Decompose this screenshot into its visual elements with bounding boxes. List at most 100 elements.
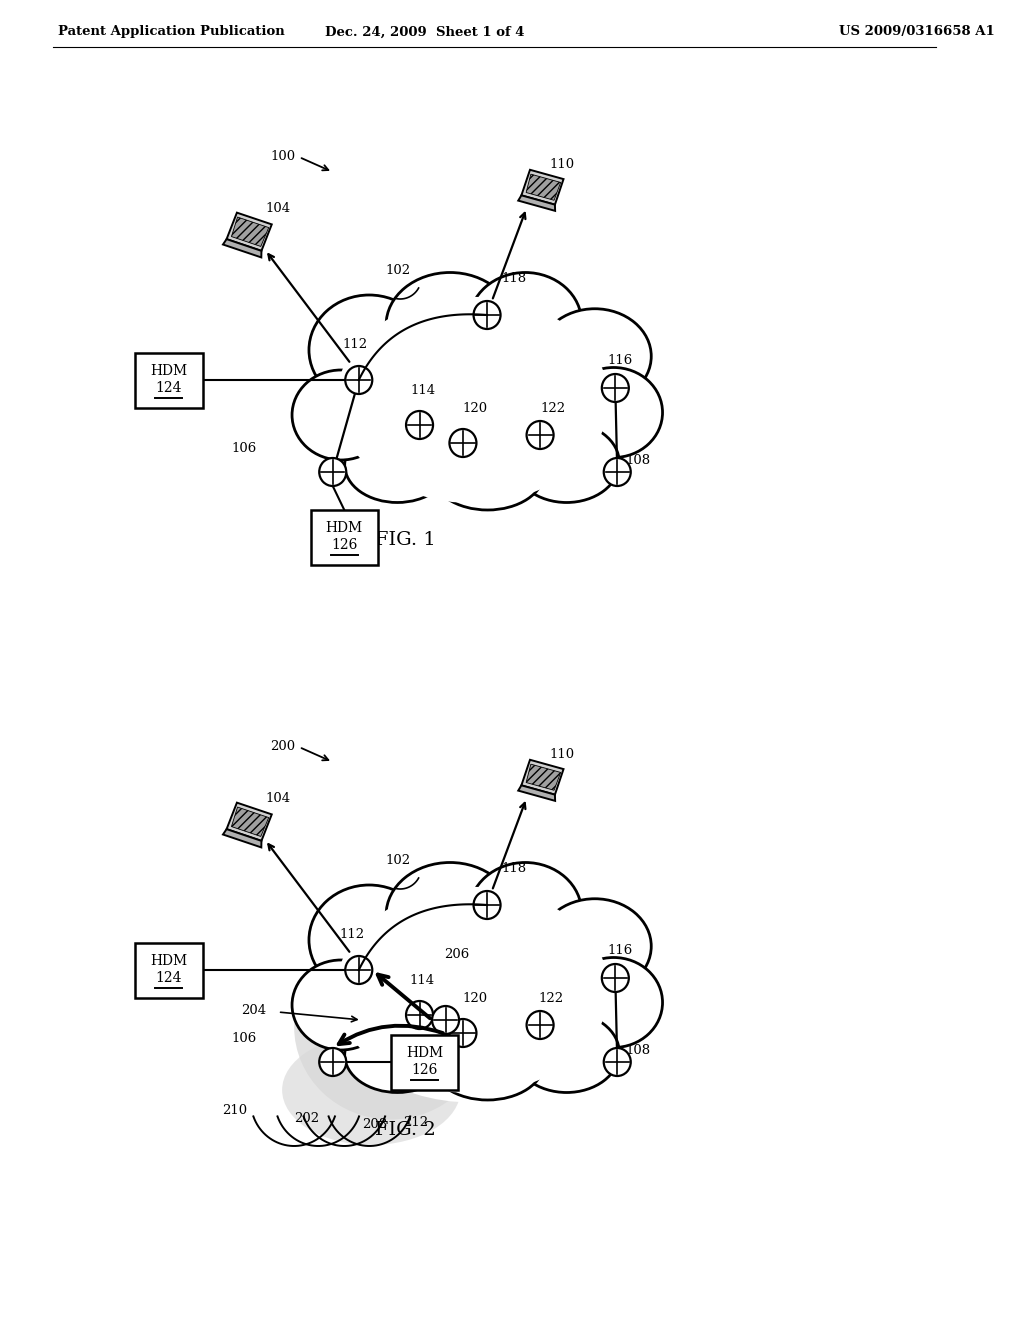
Ellipse shape [323,288,623,512]
Bar [135,942,203,998]
Text: 102: 102 [386,854,411,866]
Ellipse shape [564,367,663,458]
Bar [135,352,203,408]
Ellipse shape [514,1012,620,1093]
Text: 120: 120 [463,401,488,414]
Text: 108: 108 [625,1044,650,1056]
Text: 208: 208 [361,1118,387,1130]
Text: 202: 202 [294,1111,319,1125]
Polygon shape [223,239,261,257]
Ellipse shape [309,884,429,995]
Ellipse shape [431,436,544,510]
Text: 126: 126 [331,539,357,552]
Text: 118: 118 [502,862,526,874]
Ellipse shape [469,272,582,372]
Text: 114: 114 [411,384,436,396]
Text: 206: 206 [443,949,469,961]
Text: 112: 112 [342,338,368,351]
Circle shape [345,366,373,393]
Text: HDM: HDM [151,364,187,378]
Bar [390,1035,458,1089]
Ellipse shape [345,1018,450,1093]
Circle shape [450,1019,476,1047]
Text: 204: 204 [241,1003,266,1016]
Text: FIG. 1: FIG. 1 [375,531,435,549]
Ellipse shape [292,960,390,1049]
Circle shape [526,421,554,449]
Text: 210: 210 [222,1104,247,1117]
Circle shape [602,374,629,403]
Text: 122: 122 [539,991,563,1005]
Ellipse shape [386,862,514,968]
Text: 104: 104 [265,202,291,214]
Circle shape [473,891,501,919]
Ellipse shape [336,887,609,1093]
Polygon shape [226,803,271,841]
Text: Patent Application Publication: Patent Application Publication [58,25,285,38]
Polygon shape [226,213,271,251]
Polygon shape [223,829,261,847]
Ellipse shape [564,957,663,1048]
Polygon shape [231,216,268,247]
Polygon shape [521,170,563,205]
Circle shape [602,964,629,993]
Circle shape [604,458,631,486]
Text: HDM: HDM [151,954,187,968]
Text: FIG. 2: FIG. 2 [375,1121,435,1139]
Text: 126: 126 [412,1063,437,1077]
Ellipse shape [294,935,487,1119]
Ellipse shape [539,899,651,994]
Text: 124: 124 [156,381,182,395]
Bar [310,510,378,565]
Text: 100: 100 [270,150,295,164]
Ellipse shape [282,1035,461,1144]
Ellipse shape [386,272,514,378]
Text: HDM: HDM [326,521,362,535]
Ellipse shape [431,1026,544,1100]
Text: Dec. 24, 2009  Sheet 1 of 4: Dec. 24, 2009 Sheet 1 of 4 [325,25,524,38]
Text: US 2009/0316658 A1: US 2009/0316658 A1 [839,25,995,38]
Text: 118: 118 [502,272,526,285]
Text: 110: 110 [550,158,574,172]
Circle shape [526,1011,554,1039]
Circle shape [432,1006,459,1034]
Polygon shape [518,785,555,801]
Text: 104: 104 [265,792,291,804]
Text: HDM: HDM [406,1045,443,1060]
Ellipse shape [514,422,620,503]
Circle shape [319,1048,346,1076]
Ellipse shape [292,370,390,459]
Polygon shape [526,174,561,201]
Ellipse shape [336,297,609,503]
Circle shape [407,1001,433,1030]
Polygon shape [521,760,563,795]
Circle shape [407,411,433,440]
Ellipse shape [323,878,623,1102]
Polygon shape [231,807,268,837]
Circle shape [604,1048,631,1076]
Text: 116: 116 [607,944,633,957]
Ellipse shape [345,428,450,503]
Ellipse shape [539,309,651,404]
Text: 106: 106 [231,1031,257,1044]
Text: 102: 102 [386,264,411,276]
Text: 110: 110 [550,748,574,762]
Text: 116: 116 [607,354,633,367]
Circle shape [345,956,373,983]
Text: 200: 200 [270,741,295,754]
Circle shape [450,429,476,457]
Text: 124: 124 [156,972,182,985]
Circle shape [473,301,501,329]
Polygon shape [518,195,555,211]
Text: 112: 112 [340,928,365,941]
Polygon shape [526,764,561,791]
Text: 122: 122 [540,401,565,414]
Text: 114: 114 [410,974,435,986]
Circle shape [319,458,346,486]
Ellipse shape [469,862,582,962]
Text: 106: 106 [231,441,257,454]
Text: 212: 212 [403,1117,428,1130]
Text: 120: 120 [463,991,488,1005]
Ellipse shape [309,294,429,405]
Text: 108: 108 [625,454,650,466]
